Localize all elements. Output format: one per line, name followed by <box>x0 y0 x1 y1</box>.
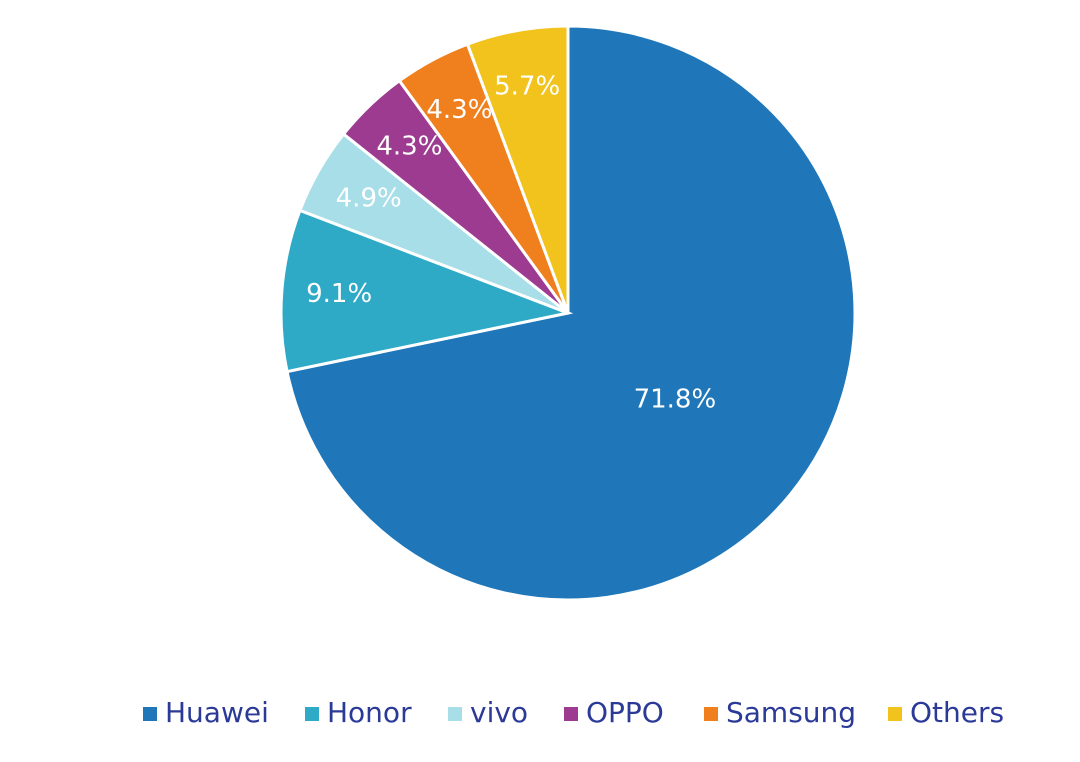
pie-slice <box>465 24 570 314</box>
legend-swatch <box>448 707 462 721</box>
legend-swatch <box>888 707 902 721</box>
data-label: 4.3% <box>376 131 442 161</box>
legend-swatch <box>704 707 718 721</box>
data-label: 9.1% <box>306 279 372 309</box>
legend-label: Honor <box>327 696 412 729</box>
legend-label: Huawei <box>165 696 269 729</box>
data-label: 71.8% <box>634 384 717 414</box>
legend-swatch <box>564 707 578 721</box>
legend-label: Others <box>910 696 1004 729</box>
data-label: 5.7% <box>494 72 560 102</box>
legend-label: Samsung <box>726 696 856 729</box>
legend-label: vivo <box>470 696 528 729</box>
legend-label: OPPO <box>586 696 664 729</box>
pie-slice <box>279 208 574 374</box>
data-label: 4.3% <box>426 95 492 125</box>
legend-swatch <box>305 707 319 721</box>
data-label: 4.9% <box>336 184 402 214</box>
legend-swatch <box>143 707 157 721</box>
